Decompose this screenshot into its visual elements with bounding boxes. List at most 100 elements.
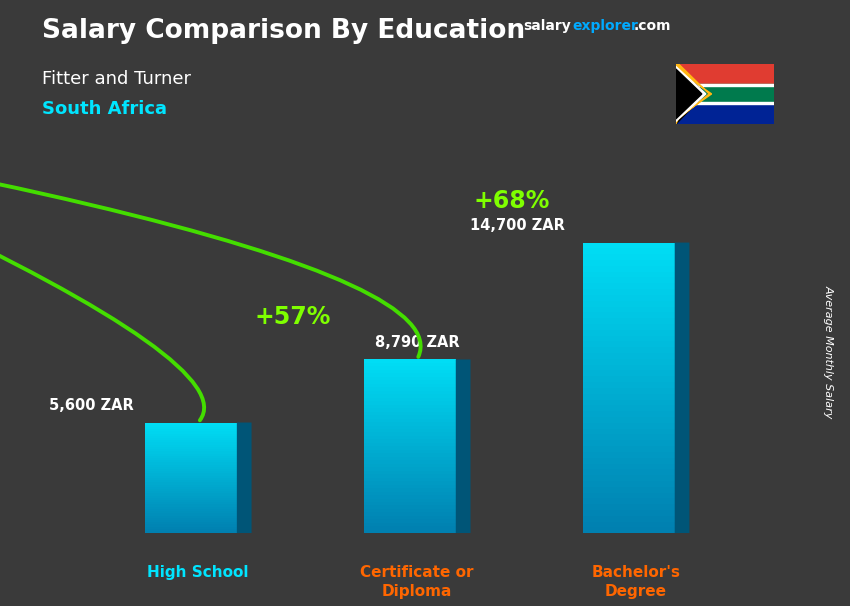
Bar [144,489,237,491]
Text: South Africa: South Africa [42,100,167,118]
Bar [144,522,237,524]
Bar [583,289,675,295]
Bar [583,271,675,278]
Bar [144,502,237,504]
Bar [144,453,237,456]
Bar [364,519,456,523]
Polygon shape [676,102,774,104]
Bar [144,485,237,487]
Bar [144,440,237,442]
Polygon shape [676,64,711,94]
Bar [144,496,237,498]
Polygon shape [676,64,774,84]
Bar [583,504,675,510]
Bar [144,442,237,445]
Bar [583,295,675,301]
Bar [144,431,237,434]
Text: Certificate or
Diploma: Certificate or Diploma [360,565,474,599]
Bar [144,507,237,509]
Bar [583,266,675,271]
Bar [583,254,675,260]
Bar [583,359,675,365]
Bar [364,395,456,398]
Bar [144,471,237,473]
Bar [583,405,675,411]
Bar [364,411,456,415]
Text: +57%: +57% [255,305,332,330]
Bar [583,475,675,481]
Text: salary: salary [523,19,570,33]
Bar [364,485,456,488]
Bar [364,478,456,481]
Bar [144,509,237,511]
Bar [583,365,675,370]
Bar [364,419,456,422]
Polygon shape [675,242,689,533]
Bar [144,462,237,465]
Bar [364,464,456,467]
Bar [583,464,675,469]
Bar [144,467,237,469]
Bar [144,482,237,485]
Bar [144,449,237,451]
Bar [583,307,675,312]
Bar [364,398,456,401]
Bar [583,283,675,289]
Bar [583,522,675,527]
Bar [144,531,237,533]
Bar [144,427,237,429]
Polygon shape [676,69,702,119]
Bar [364,439,456,443]
Text: High School: High School [147,565,249,580]
Bar [144,529,237,531]
Bar [144,456,237,458]
Bar [364,495,456,499]
Bar [144,500,237,502]
Bar [583,260,675,266]
Bar [144,498,237,500]
Bar [364,415,456,419]
Bar [364,408,456,411]
Bar [144,425,237,427]
Bar [583,242,675,248]
Bar [364,370,456,373]
Bar [364,436,456,439]
Bar [144,445,237,447]
Bar [144,422,237,425]
Text: Fitter and Turner: Fitter and Turner [42,70,191,88]
Text: 14,700 ZAR: 14,700 ZAR [470,218,565,233]
Bar [583,341,675,347]
Bar [144,458,237,460]
Bar [583,324,675,330]
Polygon shape [676,84,774,85]
Text: 8,790 ZAR: 8,790 ZAR [375,335,460,350]
Bar [364,443,456,447]
Bar [583,446,675,452]
Bar [364,405,456,408]
Bar [144,493,237,496]
Bar [364,527,456,530]
Bar [144,473,237,476]
Bar [583,399,675,405]
Bar [583,411,675,417]
Text: Average Monthly Salary: Average Monthly Salary [824,285,834,418]
Bar [364,377,456,381]
Text: Bachelor's
Degree: Bachelor's Degree [592,565,681,599]
Bar [583,278,675,283]
Polygon shape [676,104,774,124]
Bar [364,433,456,436]
Bar [364,457,456,461]
Bar [364,471,456,474]
Text: +68%: +68% [473,188,550,213]
Bar [144,451,237,453]
Bar [583,382,675,388]
Bar [364,363,456,367]
Bar [583,493,675,498]
Bar [364,367,456,370]
Bar [364,429,456,433]
Bar [144,516,237,518]
Bar [364,481,456,485]
Bar [583,428,675,435]
Text: 5,600 ZAR: 5,600 ZAR [49,398,134,413]
Bar [583,388,675,394]
